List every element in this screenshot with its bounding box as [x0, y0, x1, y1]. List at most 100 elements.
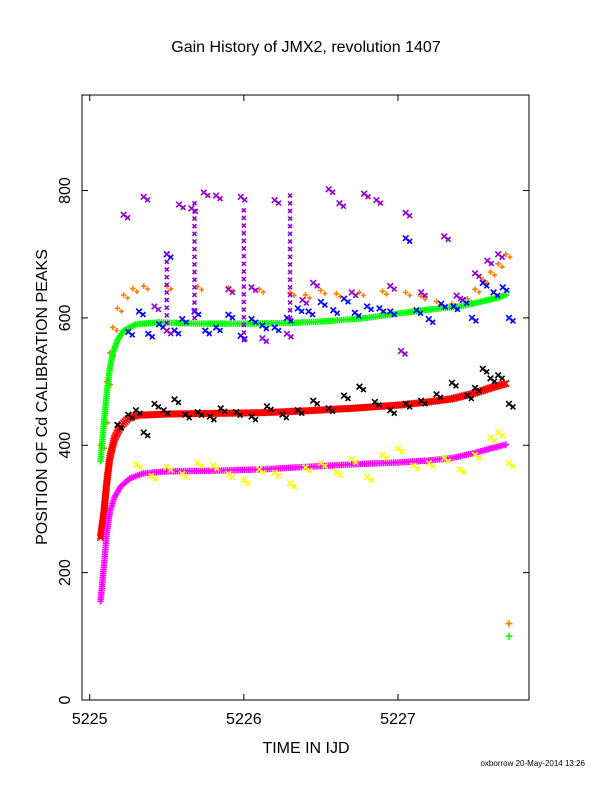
y-tick-label-4: 800	[57, 177, 74, 204]
series-7-spike-1-672	[191, 269, 198, 275]
series-0-point-3	[105, 420, 110, 426]
series-5-point-13	[229, 473, 236, 480]
series-6-point-29	[275, 327, 282, 334]
series-7-spike-1-624	[191, 300, 198, 306]
series-7-spike-3-696	[287, 254, 293, 260]
series-0-point-52	[487, 269, 494, 275]
series-4-point-25	[252, 416, 259, 423]
series-7-spike-1-612	[191, 307, 198, 313]
series-6-point-35	[309, 311, 316, 318]
series-0-point-55	[499, 264, 505, 270]
series-7-spike-1-600	[191, 315, 198, 321]
series-7-spike-2-673	[241, 268, 247, 274]
series-7-spike-2-565	[241, 337, 247, 343]
series-7-point-47	[406, 212, 413, 219]
series-7-spike-2-649	[241, 284, 247, 290]
series-4-point-57	[483, 368, 490, 375]
series-4-point-11	[164, 410, 171, 417]
series-7-spike-3-720	[287, 238, 293, 245]
series-6-point-47	[380, 308, 387, 315]
series-5-point-21	[291, 483, 298, 490]
series-7-point-25	[275, 200, 282, 207]
series-7-spike-0-616	[164, 305, 170, 311]
series-7-spike-3-780	[287, 200, 293, 206]
series-7-point-15	[217, 195, 224, 202]
series-7-spike-1-648	[191, 284, 198, 290]
series-7-point-55	[476, 273, 483, 280]
series-4-point-43	[391, 410, 398, 417]
series-7-point-27	[288, 333, 294, 340]
series-0-point-57	[507, 254, 513, 260]
series-7-spike-3-732	[287, 231, 293, 237]
series-0-point-39	[407, 293, 413, 298]
series-7-spike-2-661	[241, 276, 247, 282]
series-5-point-43	[460, 469, 467, 476]
series-7-spike-3-636	[287, 292, 293, 298]
series-7-point-43	[391, 286, 398, 293]
series-7-spike-2-601	[241, 314, 247, 320]
series-0-point-21	[199, 287, 205, 293]
series-7-spike-1-744	[191, 223, 198, 229]
y-tick-label-0: 0	[57, 695, 74, 704]
series-7-spike-1-756	[191, 215, 198, 222]
series-2-point-240	[500, 380, 508, 388]
series-7-spike-0-664	[164, 274, 170, 280]
series-7-spike-2-577	[241, 329, 247, 336]
series-0-point-54	[495, 260, 501, 267]
series-7-spike-3-684	[287, 261, 293, 267]
series-6-point-11	[175, 330, 182, 337]
series-0-point-9	[114, 328, 120, 333]
series-6-point-1	[129, 331, 136, 338]
series-4-point-51	[452, 382, 459, 389]
series-4-point-45	[406, 403, 413, 410]
series-7-point-5	[155, 306, 162, 313]
series-7-spike-0-592	[164, 320, 170, 326]
series-0-point-28	[302, 292, 309, 298]
series-7-point-13	[204, 192, 211, 199]
series-4-point-35	[329, 408, 336, 415]
series-4-point-41	[375, 401, 382, 408]
series-0-point-51	[484, 280, 490, 286]
series-2-point-241	[502, 379, 510, 388]
series-0-point-37	[384, 291, 389, 297]
y-axis-label: POSITION OF Cd CALIBRATION PEAKS	[34, 249, 51, 545]
series-4-point-7	[144, 432, 151, 439]
series-7-point-29	[303, 300, 310, 307]
y-tick-label-1: 200	[57, 559, 74, 586]
series-5	[132, 429, 516, 490]
series-7-point-57	[488, 260, 495, 267]
x-tick-label-1: 5226	[226, 711, 262, 728]
series-5-point-51	[509, 463, 516, 470]
series-5-point-31	[368, 477, 375, 484]
series-0-point-48	[472, 286, 478, 293]
footer-credit: oxborrow 20-May-2014 13:26	[480, 759, 585, 768]
series-7-point-59	[499, 254, 506, 261]
series-7-spike-0-652	[164, 282, 170, 288]
series-4-point-15	[186, 414, 193, 421]
series-7-point-49	[422, 292, 429, 299]
series-7-point-51	[445, 236, 452, 243]
series-7-spike-1-696	[191, 254, 198, 260]
series-7-spike-1-684	[191, 261, 198, 267]
series-7-spike-3-624	[287, 300, 293, 306]
series-6-point-21	[229, 314, 236, 321]
series-6-point-63	[473, 317, 479, 324]
series-5-point-25	[321, 463, 328, 470]
series-6-point-33	[298, 308, 305, 315]
series-7-spike-2-769	[241, 207, 247, 213]
series-5-point-17	[260, 469, 267, 476]
series-0-point-15	[134, 289, 140, 294]
series-0-point-53	[492, 272, 497, 278]
series-7-spike-3-648	[287, 284, 293, 290]
series-4-point-49	[437, 394, 444, 401]
series-7-spike-2-721	[241, 238, 247, 244]
series-7-spike-3-744	[287, 223, 293, 229]
series-7	[120, 185, 506, 357]
series-6-point-17	[206, 330, 213, 337]
series-0-point-17	[145, 286, 151, 292]
series-4-point-1	[118, 424, 125, 431]
series-7-point-9	[180, 204, 187, 211]
series-7-spike-1-708	[191, 246, 198, 252]
series-0-point-13	[125, 295, 131, 301]
